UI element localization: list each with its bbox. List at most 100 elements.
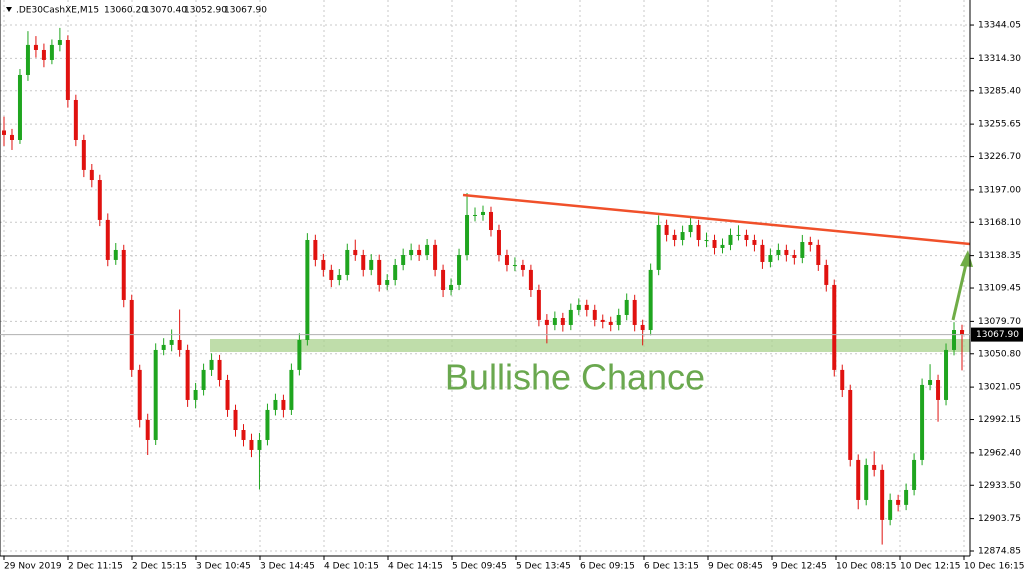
candle-body xyxy=(57,40,62,45)
candle-body xyxy=(473,214,478,216)
candle-body xyxy=(832,284,837,370)
candle-body xyxy=(904,489,909,505)
x-tick-label: 6 Dec 09:15 xyxy=(580,562,635,572)
candle-body xyxy=(776,249,781,256)
x-tick-label: 29 Nov 2019 xyxy=(4,562,62,572)
last-price-box xyxy=(971,327,1023,342)
candle-body xyxy=(552,318,557,325)
y-tick-label: 13285.40 xyxy=(978,86,1021,96)
candle-body xyxy=(105,219,110,260)
candle-body xyxy=(792,255,797,258)
candle-body xyxy=(512,264,517,266)
candle-body xyxy=(856,459,861,500)
candle-body xyxy=(664,224,669,235)
candle-body xyxy=(425,244,430,256)
candle-body xyxy=(449,284,454,290)
candle-body xyxy=(281,399,286,410)
candle-body xyxy=(696,224,701,240)
y-tick-label: 13109.45 xyxy=(978,284,1021,294)
annotation: Bullishe Chance xyxy=(445,357,705,398)
y-tick-label: 13255.65 xyxy=(978,120,1021,130)
candle-body xyxy=(728,234,733,245)
candle-body xyxy=(608,321,613,325)
candle-body xyxy=(17,74,22,140)
y-tick-label: 13344.05 xyxy=(978,21,1021,31)
candle-body xyxy=(960,330,964,335)
candle-body xyxy=(161,344,166,350)
x-tick-label: 10 Dec 08:15 xyxy=(836,562,897,572)
header: .DE30CashXE,M15 13060.20 13070.40 13052.… xyxy=(6,6,267,16)
x-tick-label: 10 Dec 12:15 xyxy=(900,562,961,572)
candle-body xyxy=(401,255,406,265)
candle-body xyxy=(177,339,182,350)
candle-body xyxy=(417,249,422,256)
menu-icon[interactable] xyxy=(6,7,12,12)
candle-body xyxy=(640,324,645,331)
x-tick-label: 2 Dec 11:15 xyxy=(68,562,123,572)
candle-body xyxy=(712,239,717,248)
support-band xyxy=(210,339,970,352)
candle-body xyxy=(89,169,94,181)
y-tick-label: 12874.85 xyxy=(978,547,1021,557)
candle-body xyxy=(185,349,190,400)
candle-body xyxy=(169,339,174,345)
candle-body xyxy=(816,244,821,265)
candle-body xyxy=(840,369,845,390)
candle-body xyxy=(345,249,350,275)
last-price-label: 13067.90 xyxy=(976,330,1019,340)
candle-body xyxy=(65,40,70,100)
x-tick-label: 5 Dec 13:45 xyxy=(516,562,571,572)
candle-body xyxy=(560,318,565,325)
x-tick-label: 4 Dec 10:15 xyxy=(324,562,379,572)
x-tick-label: 5 Dec 09:45 xyxy=(452,562,507,572)
candle-body xyxy=(720,244,725,248)
candle-body xyxy=(808,242,813,245)
arrow-shaft xyxy=(951,263,968,321)
resistance-trendline xyxy=(462,193,971,246)
candle-body xyxy=(704,239,709,241)
candle-body xyxy=(361,255,366,270)
candle-body xyxy=(393,264,398,281)
candle-body xyxy=(153,349,158,440)
y-tick-label: 13079.70 xyxy=(978,317,1021,327)
candle-body xyxy=(249,439,254,450)
candle-body xyxy=(952,330,957,350)
x-tick-label: 3 Dec 10:45 xyxy=(196,562,251,572)
candle-body xyxy=(217,359,222,381)
candle-body xyxy=(2,130,6,135)
candle-body xyxy=(744,234,749,240)
candle-body xyxy=(672,234,677,240)
candle-body xyxy=(257,439,262,450)
candle-body xyxy=(321,259,326,270)
quote-low: 13052.90 xyxy=(184,6,227,16)
y-tick-label: 13050.80 xyxy=(978,349,1021,359)
candle-body xyxy=(337,274,342,281)
candle-body xyxy=(289,369,294,410)
grid xyxy=(0,0,970,556)
candle-body xyxy=(225,380,230,410)
candle-body xyxy=(121,249,126,300)
candle-body xyxy=(752,239,757,245)
candle-body xyxy=(433,244,438,270)
candle-body xyxy=(97,180,102,220)
candles xyxy=(2,27,964,545)
candle-body xyxy=(584,304,589,310)
candle-body xyxy=(928,380,933,385)
y-tick-label: 13197.00 xyxy=(978,185,1021,195)
candle-body xyxy=(273,399,278,410)
candle-body xyxy=(313,239,318,260)
candle-body xyxy=(848,389,853,460)
quote-high: 13070.40 xyxy=(144,6,187,16)
candle-body xyxy=(648,269,653,331)
candle-body xyxy=(736,234,741,236)
candle-body xyxy=(488,211,493,231)
candle-body xyxy=(193,389,198,400)
candle-body xyxy=(568,309,573,325)
candle-body xyxy=(944,349,949,400)
candle-body xyxy=(520,264,525,270)
candle-body xyxy=(760,244,765,262)
candle-body xyxy=(616,314,621,325)
candle-body xyxy=(457,255,462,285)
candle-body xyxy=(201,369,206,390)
x-tick-label: 9 Dec 08:45 xyxy=(708,562,763,572)
